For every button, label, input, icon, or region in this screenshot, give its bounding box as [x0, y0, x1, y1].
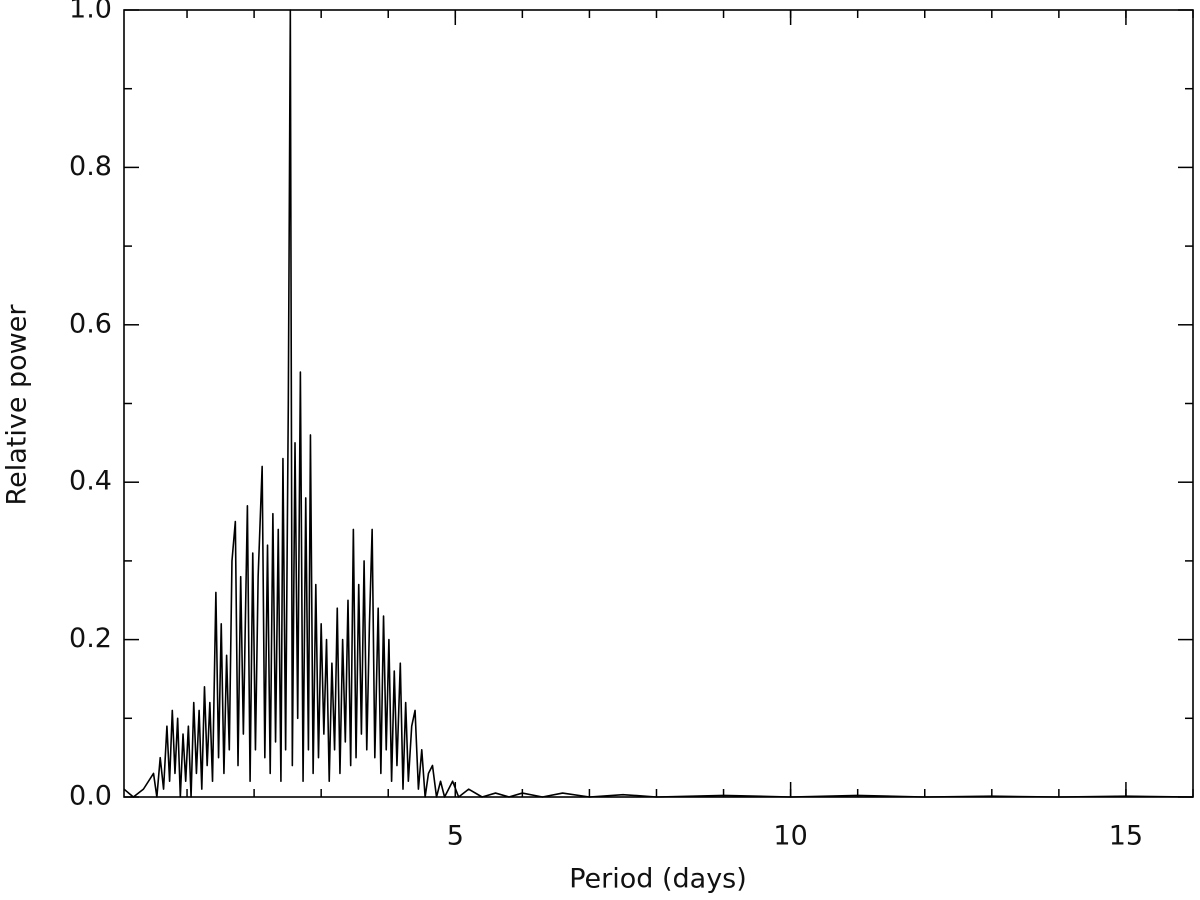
y-tick-label: 0.6	[69, 308, 112, 339]
x-tick-label: 10	[773, 821, 807, 852]
y-tick-label: 1.0	[69, 0, 112, 25]
series-line	[123, 9, 1194, 798]
y-tick-label: 0.0	[69, 781, 112, 812]
x-tick-label: 5	[447, 821, 464, 852]
y-tick-label: 0.4	[69, 466, 112, 497]
x-tick-label: 15	[1109, 821, 1143, 852]
plot-frame	[123, 9, 1194, 798]
y-axis-title: Relative power	[2, 304, 33, 506]
y-tick-label: 0.2	[69, 623, 112, 654]
x-axis-title: Period (days)	[569, 864, 747, 895]
y-tick-label: 0.8	[69, 151, 112, 182]
